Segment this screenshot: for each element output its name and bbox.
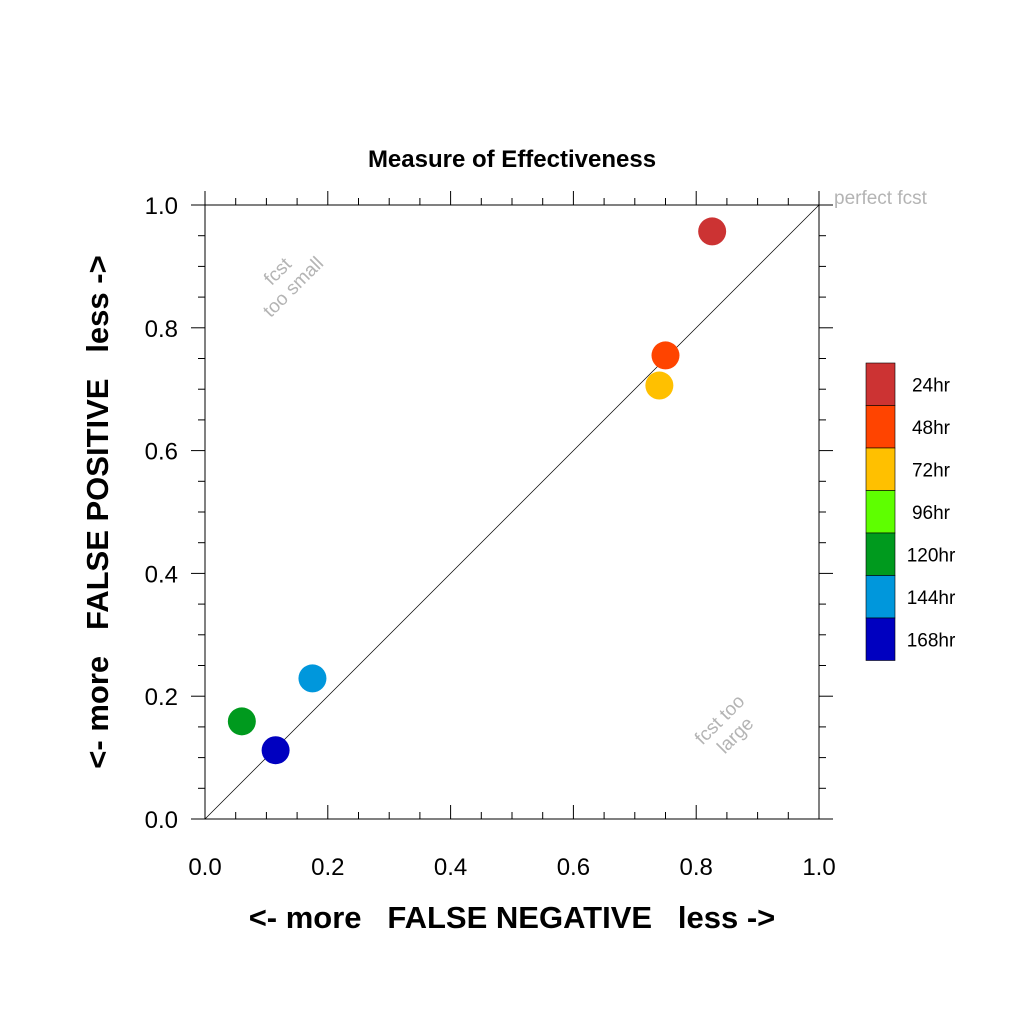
legend-swatch-96hr [865,490,896,534]
legend-label-96hr: 96hr [912,503,951,524]
point-144hr [298,664,327,693]
legend-swatch-72hr [865,447,896,491]
y-tick-label: 0.0 [145,807,178,834]
legend-label-144hr: 144hr [907,588,956,609]
x-tick-label: 0.2 [311,854,344,881]
y-tick-label: 0.8 [145,316,178,343]
point-168hr [261,736,290,765]
tick-labels: 0.0 0.2 0.4 0.6 0.8 1.0 0.0 0.2 0.4 0.6 0.8 1.0 [145,193,836,881]
legend-label-24hr: 24hr [912,375,951,396]
x-tick-label: 0.8 [680,854,713,881]
data-points [227,217,727,765]
legend-swatch-168hr [865,617,896,661]
x-tick-label: 1.0 [802,854,835,881]
axis-ticks [191,191,833,820]
y-tick-label: 1.0 [145,193,178,220]
legend-swatch-24hr [865,362,896,406]
legend-swatch-120hr [865,532,896,576]
point-120hr [227,707,256,736]
x-axis-label: <- more FALSE NEGATIVE less -> [249,900,776,935]
y-tick-label: 0.4 [145,561,178,588]
perfect-fcst-diagonal [204,204,820,820]
legend-swatch-144hr [865,575,896,619]
point-72hr [645,371,674,400]
annotation-line: too small [259,253,328,322]
legend: 24hr 48hr 72hr 96hr 120hr 144hr 168hr [865,362,956,661]
legend-label-48hr: 48hr [912,418,951,439]
x-tick-label: 0.6 [557,854,590,881]
y-tick-label: 0.2 [145,684,178,711]
legend-swatch-48hr [865,405,896,449]
y-axis-label: <- more FALSE POSITIVE less -> [80,255,115,768]
point-48hr [651,341,680,370]
chart-title: Measure of Effectiveness [368,146,656,173]
legend-label-72hr: 72hr [912,460,951,481]
y-tick-label: 0.6 [145,439,178,466]
perfect-fcst-label: perfect fcst [834,188,928,209]
point-24hr [698,217,727,246]
x-tick-label: 0.0 [188,854,221,881]
legend-label-168hr: 168hr [907,630,956,651]
x-tick-label: 0.4 [434,854,467,881]
legend-label-120hr: 120hr [907,545,956,566]
